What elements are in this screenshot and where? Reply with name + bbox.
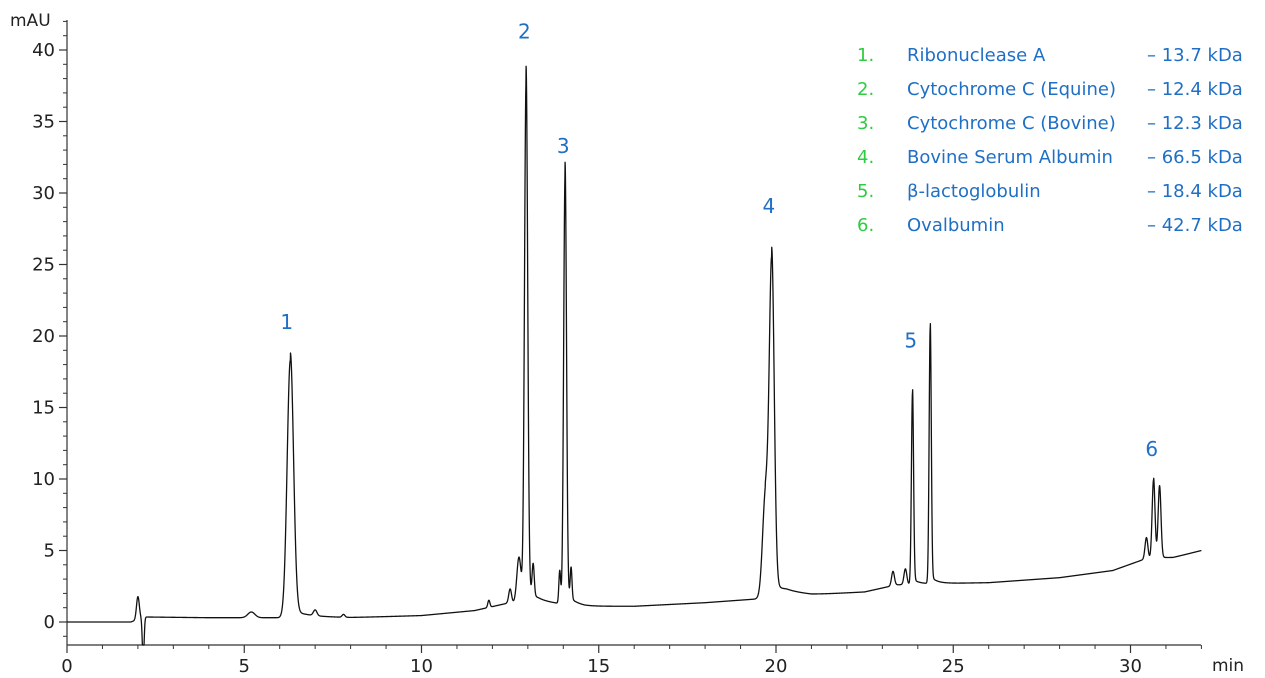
legend-name: Cytochrome C (Equine) [907, 79, 1116, 100]
peak-label: 2 [518, 20, 531, 44]
chromatogram-trace [66, 65, 1202, 646]
y-tick-label: 20 [32, 326, 55, 347]
trace-layer [66, 65, 1202, 646]
y-tick-label: 0 [44, 612, 55, 633]
legend-mass: – 12.3 kDa [1147, 113, 1243, 134]
y-tick-label: 40 [32, 40, 55, 61]
legend-number: 4. [857, 147, 874, 168]
y-tick-label: 35 [32, 112, 55, 133]
y-tick-label: 5 [44, 541, 55, 562]
x-tick-label: 10 [410, 656, 433, 677]
legend-number: 3. [857, 113, 874, 134]
x-axis-label: min [1212, 656, 1244, 676]
legend-number: 1. [857, 45, 874, 66]
legend-mass: – 12.4 kDa [1147, 79, 1243, 100]
peak-label: 4 [763, 194, 776, 218]
legend-number: 6. [857, 215, 874, 236]
legend-mass: – 66.5 kDa [1147, 147, 1243, 168]
x-tick-label: 30 [1119, 656, 1142, 677]
x-tick-label: 25 [942, 656, 965, 677]
peak-label: 6 [1145, 437, 1158, 461]
legend-name: β-lactoglobulin [907, 181, 1041, 202]
legend-name: Bovine Serum Albumin [907, 147, 1113, 168]
x-tick-label: 20 [765, 656, 788, 677]
y-axis-label: mAU [10, 11, 51, 31]
x-tick-label: 5 [239, 656, 250, 677]
legend-name: Cytochrome C (Bovine) [907, 113, 1116, 134]
y-tick-label: 30 [32, 183, 55, 204]
legend-mass: – 13.7 kDa [1147, 45, 1243, 66]
legend-name: Ovalbumin [907, 215, 1005, 236]
legend-name: Ribonuclease A [907, 45, 1046, 66]
x-tick-label: 0 [61, 656, 72, 677]
legend: 1. Ribonuclease A – 13.7 kDa 2. Cytochrome C… [857, 45, 1243, 236]
y-tick-label: 25 [32, 255, 55, 276]
legend-number: 5. [857, 181, 874, 202]
x-tick-label: 15 [587, 656, 610, 677]
y-tick-label: 15 [32, 398, 55, 419]
legend-number: 2. [857, 79, 874, 100]
y-tick-label: 10 [32, 469, 55, 490]
legend-mass: – 18.4 kDa [1147, 181, 1243, 202]
peak-labels: 1 2 3 4 5 6 [280, 20, 1158, 462]
legend-mass: – 42.7 kDa [1147, 215, 1243, 236]
peak-label: 3 [557, 134, 570, 158]
peak-label: 5 [904, 328, 917, 352]
peak-label: 1 [280, 310, 293, 334]
